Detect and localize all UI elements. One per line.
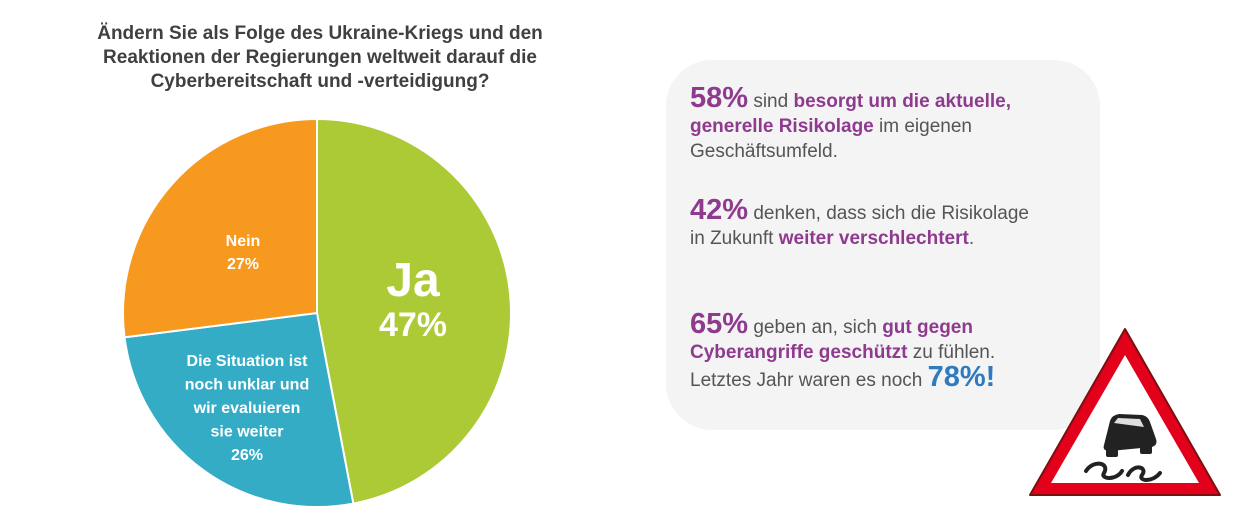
- chart-title-line: Reaktionen der Regierungen weltweit dara…: [103, 47, 537, 68]
- stat-block-65: 65% geben an, sich gut gegen Cyberangriff…: [690, 310, 995, 393]
- stat-highlight: besorgt um die aktuelle,: [793, 91, 1011, 112]
- stat-percentage-previous-year: 78%!: [927, 361, 996, 393]
- stat-text: in Zukunft: [690, 228, 779, 249]
- pie-slice-label: Nein 27%: [226, 233, 261, 273]
- pie-slice: [123, 311, 355, 508]
- stat-highlight: generelle Risikolage: [690, 116, 874, 137]
- stat-block-58: 58% sind besorgt um die aktuelle, generel…: [690, 84, 1011, 164]
- stat-highlight: weiter verschlechtert: [778, 228, 969, 249]
- pie-slice-label: Die Situation ist noch unklar und wir eval…: [185, 353, 309, 464]
- chart-title-line: Ändern Sie als Folge des Ukraine-Kriegs …: [97, 23, 543, 44]
- skid-mark: [1084, 461, 1124, 480]
- stat-line: Letztes Jahr waren es noch 78%!: [690, 363, 995, 393]
- pie-slice: [316, 117, 512, 505]
- skidding-car-icon: [1103, 414, 1157, 457]
- slippery-road-warning-sign-icon: [1029, 328, 1221, 496]
- stat-line: 65% geben an, sich gut gegen: [690, 310, 995, 340]
- stat-text: sind: [748, 91, 794, 112]
- chart-title-line: Cyberbereitschaft und -verteidigung?: [150, 71, 490, 92]
- pie-slice: [122, 117, 318, 339]
- stat-percentage: 58%: [690, 82, 749, 114]
- stat-line: Geschäftsumfeld.: [690, 139, 1011, 164]
- stat-highlight: Cyberangriffe geschützt: [690, 342, 908, 363]
- stat-line: 58% sind besorgt um die aktuelle,: [690, 84, 1011, 114]
- stat-text: geben an, sich: [748, 317, 883, 338]
- stats-card: [666, 60, 1100, 430]
- chart-title: Ändern Sie als Folge des Ukraine-Kriegs …: [60, 22, 580, 94]
- pie-chart: Ja 47% Die Situation ist noch unklar und wir…: [122, 117, 512, 508]
- stat-line: Cyberangriffe geschützt zu fühlen.: [690, 340, 995, 365]
- pie-slice-label: Ja 47%: [379, 254, 447, 344]
- stat-line: generelle Risikolage im eigenen: [690, 114, 1011, 139]
- stat-percentage: 42%: [690, 194, 749, 226]
- stat-highlight: gut gegen: [882, 317, 973, 338]
- skid-mark: [1126, 465, 1162, 482]
- stat-percentage: 65%: [690, 308, 749, 340]
- stat-line: in Zukunft weiter verschlechtert.: [690, 226, 1029, 251]
- stat-text: denken, dass sich die Risikolage: [748, 203, 1029, 224]
- stat-text: zu fühlen.: [907, 342, 996, 363]
- stat-text: Letztes Jahr waren es noch: [690, 370, 928, 391]
- stat-block-42: 42% denken, dass sich die Risikolage in Z…: [690, 196, 1029, 251]
- stat-text: im eigenen: [873, 116, 972, 137]
- stat-text: Geschäftsumfeld.: [690, 141, 838, 162]
- stat-line: 42% denken, dass sich die Risikolage: [690, 196, 1029, 226]
- stat-text: .: [968, 228, 975, 249]
